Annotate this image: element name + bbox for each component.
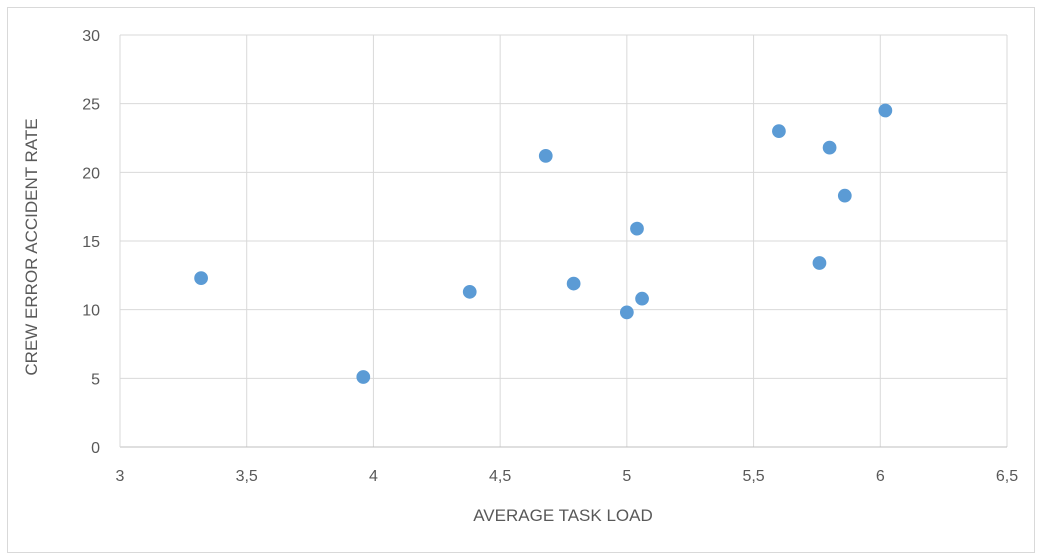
data-point xyxy=(538,148,553,163)
y-tick-label: 20 xyxy=(82,165,100,182)
y-tick-label: 25 xyxy=(82,97,100,114)
x-tick-label: 6,5 xyxy=(996,468,1018,485)
data-point xyxy=(878,103,893,118)
y-tick-label: 30 xyxy=(82,28,100,45)
data-point xyxy=(630,221,644,236)
data-point xyxy=(462,284,477,299)
data-point xyxy=(772,124,786,139)
data-point xyxy=(822,140,837,155)
y-axis-title: CREW ERROR ACCIDENT RATE xyxy=(22,118,41,375)
gridlines xyxy=(120,34,1008,447)
y-tick-label: 5 xyxy=(91,371,100,388)
x-tick-label: 6 xyxy=(876,468,885,485)
y-tick-label: 0 xyxy=(91,440,100,457)
data-point xyxy=(837,188,852,203)
data-point xyxy=(356,370,371,384)
data-points xyxy=(194,103,893,384)
x-axis-title: AVERAGE TASK LOAD xyxy=(473,506,653,525)
chart-frame xyxy=(7,7,1035,553)
tick-labels: 0 5 10 15 20 25 30 3 3,5 4 4,5 5 5,5 6 6,5 xyxy=(82,28,1018,485)
data-point xyxy=(635,291,649,306)
x-tick-label: 5 xyxy=(622,468,631,485)
x-tick-label: 3,5 xyxy=(236,468,258,485)
x-tick-label: 4 xyxy=(369,468,378,485)
y-tick-label: 15 xyxy=(82,234,100,251)
data-point xyxy=(619,305,634,320)
y-tick-label: 10 xyxy=(82,303,100,320)
data-point xyxy=(194,271,208,285)
data-point xyxy=(812,256,827,270)
x-tick-label: 4,5 xyxy=(489,468,511,485)
axes xyxy=(119,35,1007,448)
x-tick-label: 5,5 xyxy=(742,468,764,485)
data-point xyxy=(566,276,581,291)
x-tick-label: 3 xyxy=(116,468,125,485)
